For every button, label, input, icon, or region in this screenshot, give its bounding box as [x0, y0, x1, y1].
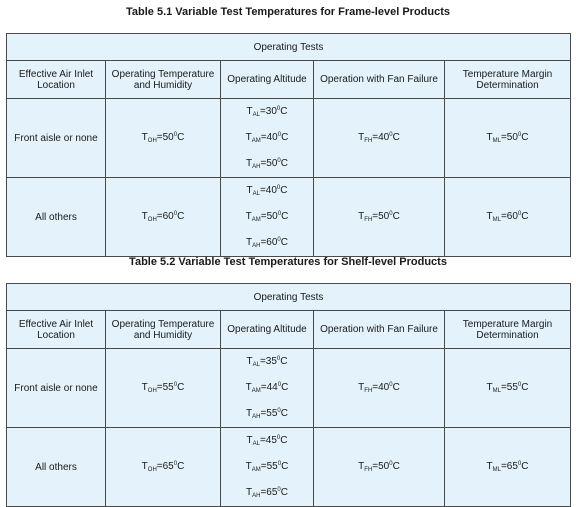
column-header: Effective Air Inlet Location	[6, 60, 106, 99]
fan-failure-cell: TFH=400C	[313, 98, 445, 178]
frame-level-temperature-table: Operating Tests Effective Air Inlet Loca…	[5, 33, 572, 257]
margin-determination-cell: TML=600C	[443, 177, 572, 257]
fan-failure-cell: TFH=500C	[313, 177, 445, 257]
operating-altitude-cell: TAL=450C TAM=550C TAH=650C	[220, 427, 314, 507]
operating-temperature-cell: TOH=500C	[105, 98, 221, 178]
column-header: Operating Altitude	[220, 60, 314, 99]
inlet-location-cell: All others	[6, 177, 106, 257]
table-row: All others TOH=650C TAL=450C TAM=550C TA…	[6, 427, 572, 507]
column-header: Operating Temperature and Humidity	[105, 310, 221, 349]
column-header: Effective Air Inlet Location	[6, 310, 106, 349]
table-caption-5-1: Table 5.1 Variable Test Temperatures for…	[125, 6, 450, 18]
operating-temperature-cell: TOH=650C	[105, 427, 221, 507]
inlet-location-cell: All others	[6, 427, 106, 507]
table-row: Front aisle or none TOH=500C TAL=300C TA…	[6, 98, 572, 178]
altitude-mid-value: TAM=440C	[245, 382, 289, 394]
column-header: Operation with Fan Failure	[313, 310, 445, 349]
group-header: Operating Tests	[5, 33, 572, 61]
shelf-level-temperature-table: Operating Tests Effective Air Inlet Loca…	[5, 283, 572, 507]
altitude-high-value: TAH=650C	[246, 487, 288, 499]
column-header: Operation with Fan Failure	[313, 60, 445, 99]
inlet-location-cell: Front aisle or none	[6, 98, 106, 178]
altitude-low-value: TAL=400C	[246, 185, 288, 197]
operating-altitude-cell: TAL=350C TAM=440C TAH=550C	[220, 348, 314, 428]
operating-temperature-cell: TOH=600C	[105, 177, 221, 257]
altitude-low-value: TAL=300C	[246, 106, 288, 118]
altitude-low-value: TAL=350C	[246, 356, 288, 368]
table-caption-5-2: Table 5.2 Variable Test Temperatures for…	[129, 256, 447, 268]
altitude-high-value: TAH=550C	[246, 408, 288, 420]
altitude-mid-value: TAM=500C	[245, 211, 289, 223]
inlet-location-cell: Front aisle or none	[6, 348, 106, 428]
column-header: Operating Temperature and Humidity	[105, 60, 221, 99]
altitude-high-value: TAH=600C	[246, 237, 288, 249]
altitude-mid-value: TAM=400C	[245, 132, 289, 144]
altitude-mid-value: TAM=550C	[245, 461, 289, 473]
margin-determination-cell: TML=650C	[443, 427, 572, 507]
operating-altitude-cell: TAL=300C TAM=400C TAH=500C	[220, 98, 314, 178]
column-header: Operating Altitude	[220, 310, 314, 349]
altitude-high-value: TAH=500C	[246, 158, 288, 170]
group-header: Operating Tests	[5, 283, 572, 311]
fan-failure-cell: TFH=400C	[313, 348, 445, 428]
document-page: Table 5.1 Variable Test Temperatures for…	[5, 6, 572, 507]
table-row: All others TOH=600C TAL=400C TAM=500C TA…	[6, 177, 572, 257]
margin-determination-cell: TML=500C	[443, 98, 572, 178]
margin-determination-cell: TML=550C	[443, 348, 572, 428]
column-header: Temperature Margin Determination	[443, 310, 572, 349]
table-row: Front aisle or none TOH=550C TAL=350C TA…	[6, 348, 572, 428]
operating-temperature-cell: TOH=550C	[105, 348, 221, 428]
column-header: Temperature Margin Determination	[443, 60, 572, 99]
fan-failure-cell: TFH=500C	[313, 427, 445, 507]
altitude-low-value: TAL=450C	[246, 435, 288, 447]
operating-altitude-cell: TAL=400C TAM=500C TAH=600C	[220, 177, 314, 257]
